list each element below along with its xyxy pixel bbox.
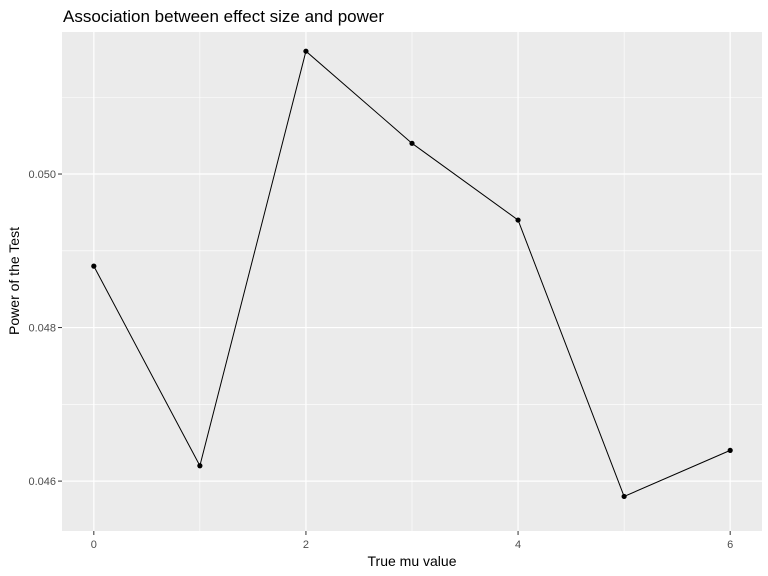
minor-gridlines: [62, 32, 762, 531]
chart-title: Association between effect size and powe…: [63, 7, 384, 26]
y-tick-label: 0.046: [28, 476, 56, 488]
data-point: [91, 263, 97, 269]
x-tick-label: 6: [727, 539, 733, 551]
data-point: [515, 217, 521, 223]
data-point: [303, 48, 309, 54]
data-layer: [91, 48, 733, 500]
x-tick-label: 0: [91, 539, 97, 551]
x-axis-title: True mu value: [368, 553, 457, 569]
x-tick-label: 4: [515, 539, 521, 551]
x-tick-label: 2: [303, 539, 309, 551]
data-point: [197, 463, 203, 469]
y-axis-title: Power of the Test: [6, 227, 22, 335]
axis-layer: 0 2 4 6 0.046 0.048 0.050: [28, 169, 733, 551]
data-point: [727, 447, 733, 453]
y-tick-label: 0.048: [28, 323, 56, 335]
data-point: [621, 493, 627, 500]
y-tick-label: 0.050: [28, 169, 56, 181]
data-point: [409, 140, 415, 146]
